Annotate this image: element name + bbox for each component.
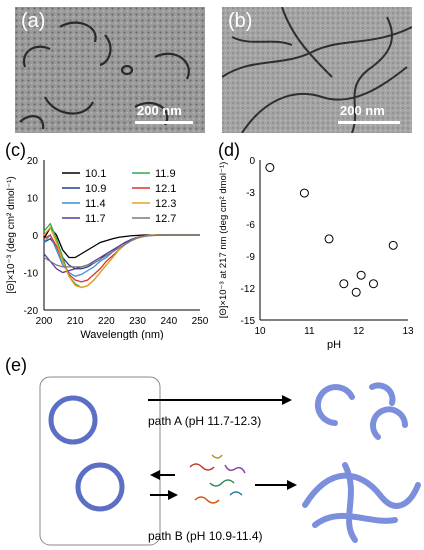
series-line-10-9 <box>43 234 200 270</box>
legend-label-11-4: 11.4 <box>85 198 106 210</box>
panel-b-label: (b) <box>228 10 253 32</box>
scatter-point-0 <box>265 162 275 172</box>
y-tick-label-d: -9 <box>246 252 255 263</box>
legend-label-12-1: 12.1 <box>155 183 176 195</box>
legend-label-11-7: 11.7 <box>85 213 106 225</box>
path-a-label: path A (pH 11.7-12.3) <box>148 414 261 428</box>
y-tick-label-d: 0 <box>249 156 255 167</box>
y-tick-label-d: -12 <box>241 284 256 295</box>
x-tick-label-d: 12 <box>353 326 365 337</box>
tem-image-a: (a) 200 nm <box>15 7 205 133</box>
unimer-chains-icon <box>189 454 246 504</box>
x-axis-label-d: pH <box>327 339 341 350</box>
y-tick-label-d: -15 <box>241 316 256 327</box>
legend-label-12-3: 12.3 <box>155 198 176 210</box>
panel-a-label: (a) <box>21 10 46 32</box>
series-line-10-1 <box>43 226 200 259</box>
y-tick-label-c: -20 <box>24 306 39 317</box>
x-tick-label-c: 210 <box>67 316 84 327</box>
fiber-network-icon <box>302 462 421 543</box>
vesicle-bottom-icon <box>75 462 125 512</box>
series-line-12-1 <box>43 234 200 283</box>
vesicle-box <box>39 376 161 546</box>
x-tick-label-d: 13 <box>402 326 414 337</box>
y-tick-label-c: 10 <box>27 194 39 205</box>
scatter-point-6 <box>368 279 378 289</box>
x-tick-label-c: 220 <box>98 316 115 327</box>
scatter-point-5 <box>356 270 366 280</box>
vesicle-top-icon <box>48 395 98 445</box>
y-tick-label-c: 20 <box>27 156 39 167</box>
path-b-back-arrowhead-icon <box>150 470 160 480</box>
legend-label-11-9: 11.9 <box>155 168 176 180</box>
scatter-point-2 <box>324 234 334 244</box>
y-tick-label-c: -10 <box>24 269 39 280</box>
legend-label-12-7: 12.7 <box>155 213 176 225</box>
y-axis-label-c: [Θ]×10⁻³ (deg cm² dmol⁻¹) <box>6 176 17 294</box>
x-tick-label-c: 200 <box>36 316 53 327</box>
tem-texture-b <box>222 7 412 133</box>
assembly-schematic: path A (pH 11.7-12.3) path B (pH 10.9-11… <box>39 376 421 546</box>
scale-label-b: 200 nm <box>340 103 385 118</box>
scale-label-a: 200 nm <box>137 103 182 118</box>
path-b-forward-arrowhead-icon <box>168 490 178 500</box>
legend-label-10-1: 10.1 <box>85 168 106 180</box>
x-tick-label-d: 10 <box>254 326 266 337</box>
tem-loops-a <box>19 21 190 130</box>
y-tick-label-c: 0 <box>32 231 38 242</box>
cd-spectra-chart: -20 -10 0 10 20 200 210 220 230 240 250 Wavelength … <box>6 156 209 340</box>
broken-vesicles-icon <box>314 382 408 440</box>
series-line-12-7 <box>43 234 200 268</box>
scatter-point-7 <box>388 240 398 250</box>
x-tick-label-c: 250 <box>192 316 209 327</box>
unimer-arrowhead-icon <box>287 480 297 490</box>
tem-image-b: (b) 200 nm <box>222 7 412 133</box>
y-axis-label-d: [Θ]×10⁻³ at 217 nm (deg cm² dmol⁻¹) <box>218 162 229 319</box>
panel-e-label: (e) <box>5 355 27 375</box>
tem-texture-a <box>15 7 205 133</box>
scatter-point-4 <box>351 287 361 297</box>
x-tick-label-d: 11 <box>304 326 315 337</box>
x-axis-label-c: Wavelength (nm) <box>80 329 163 340</box>
scatter-point-3 <box>339 279 349 289</box>
legend-label-10-9: 10.9 <box>85 183 106 195</box>
scatter-point-1 <box>299 188 309 198</box>
x-tick-label-c: 230 <box>129 316 146 327</box>
x-tick-label-c: 240 <box>160 316 177 327</box>
path-a-arrowhead-icon <box>282 395 292 405</box>
panel-d-label: (d) <box>218 140 240 160</box>
scale-bar-a <box>135 121 193 124</box>
panel-c-label: (c) <box>5 140 26 160</box>
path-b-label: path B (pH 10.9-11.4) <box>148 529 263 543</box>
scale-bar-b <box>338 121 400 124</box>
tem-fibers-b <box>222 7 412 133</box>
y-tick-label-d: -6 <box>246 220 255 231</box>
y-tick-label-d: -3 <box>246 188 255 199</box>
